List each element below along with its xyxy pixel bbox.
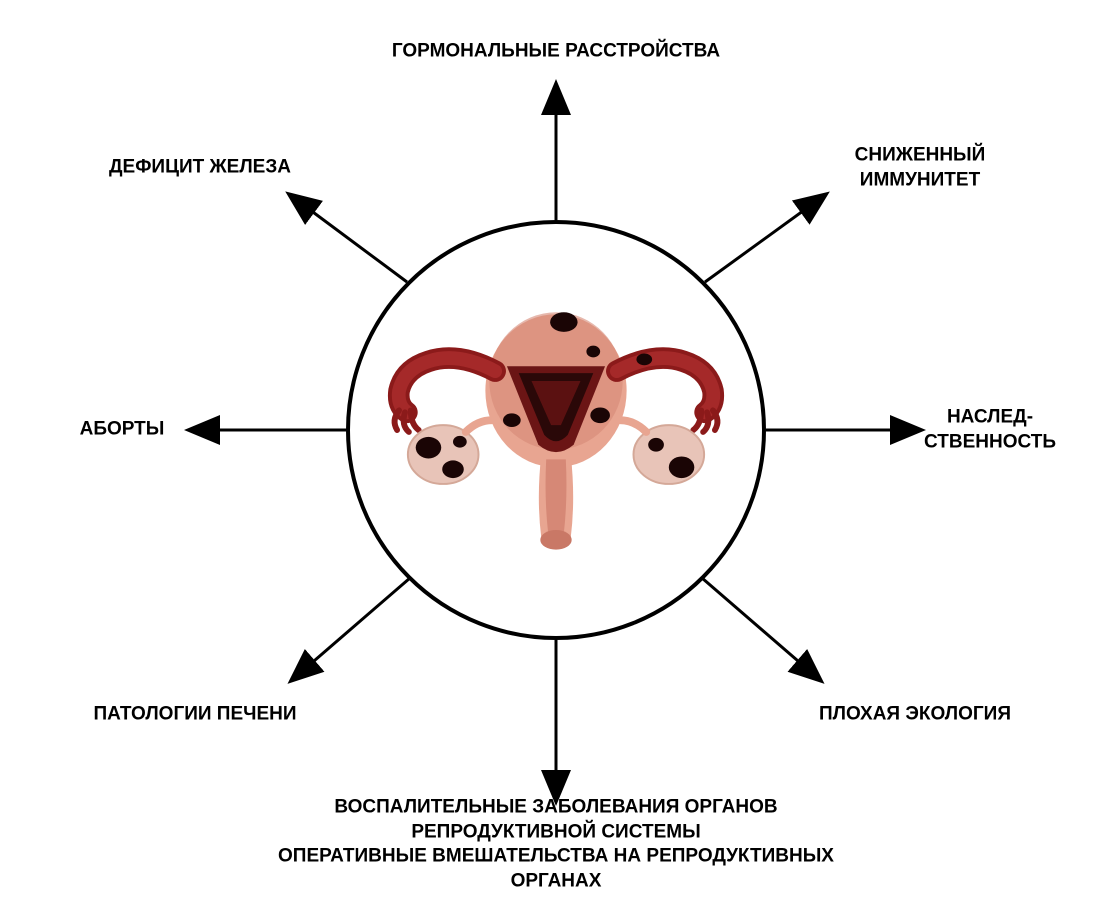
factor-label-2: НАСЛЕД- СТВЕННОСТЬ bbox=[924, 405, 1056, 454]
factor-label-7: ДЕФИЦИТ ЖЕЛЕЗА bbox=[109, 156, 291, 181]
uterus-illustration bbox=[350, 224, 762, 636]
factor-label-5: ПАТОЛОГИИ ПЕЧЕНИ bbox=[93, 703, 296, 728]
factor-label-3: ПЛОХАЯ ЭКОЛОГИЯ bbox=[819, 703, 1011, 728]
center-circle bbox=[346, 220, 766, 640]
factor-label-0: ГОРМОНАЛЬНЫЕ РАССТРОЙСТВА bbox=[392, 40, 720, 65]
factor-label-4: ВОСПАЛИТЕЛЬНЫЕ ЗАБОЛЕВАНИЯ ОРГАНОВ РЕПРО… bbox=[278, 796, 834, 895]
factor-label-6: АБОРТЫ bbox=[80, 418, 165, 443]
diagram-container: ГОРМОНАЛЬНЫЕ РАССТРОЙСТВА СНИЖЕННЫЙ ИММУН… bbox=[0, 0, 1112, 900]
factor-label-1: СНИЖЕННЫЙ ИММУНИТЕТ bbox=[824, 143, 1016, 192]
